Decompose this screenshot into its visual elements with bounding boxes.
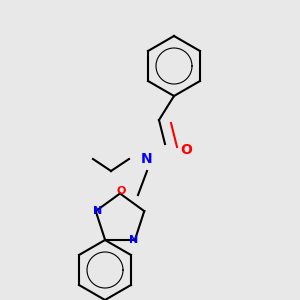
Text: O: O bbox=[117, 185, 126, 196]
Text: N: N bbox=[93, 206, 102, 216]
Text: N: N bbox=[141, 152, 153, 166]
Text: O: O bbox=[180, 143, 192, 157]
Text: N: N bbox=[129, 235, 138, 244]
